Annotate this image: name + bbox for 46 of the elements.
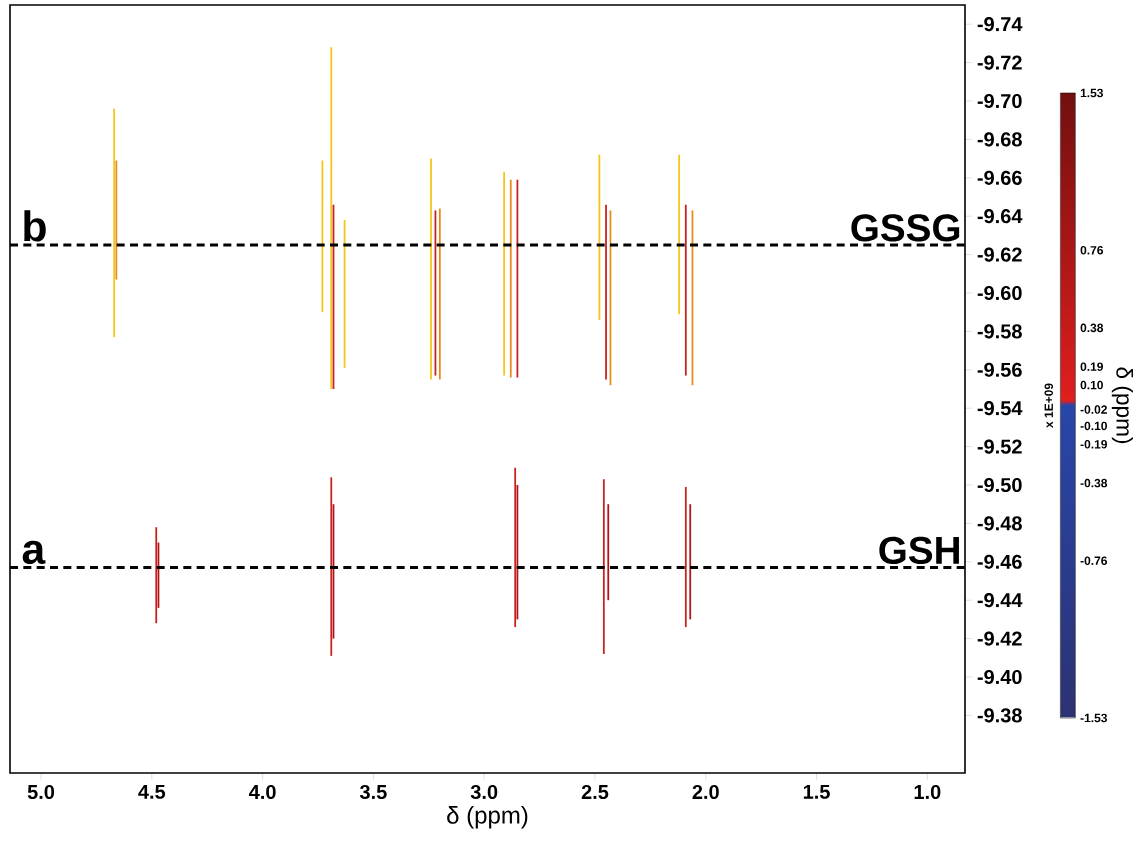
- y-tick-label: -9.48: [977, 516, 1022, 531]
- y-tick-label: -9.58: [977, 324, 1022, 339]
- y-tick-label: -9.40: [977, 669, 1022, 685]
- color-bar-label: 1.53: [1080, 88, 1104, 98]
- x-tick-label: 4.0: [248, 784, 276, 800]
- annotation: a: [22, 540, 46, 565]
- color-bar-title: δ (ppm): [1111, 367, 1133, 444]
- y-tick-label: -9.52: [977, 439, 1022, 454]
- y-tick-label: -9.44: [977, 593, 1023, 608]
- annotation: b: [24, 210, 46, 242]
- y-tick-label: -9.50: [977, 477, 1022, 493]
- ref-line-label: GSH: [879, 536, 959, 565]
- y-tick-label: -9.46: [977, 554, 1022, 569]
- x-tick-label: 2.0: [692, 784, 719, 800]
- color-bar-label: -0.19: [1080, 440, 1107, 449]
- x-tick-label: 1.5: [803, 784, 830, 799]
- ref-line-label: GSSG: [851, 214, 960, 242]
- color-bar-label: -0.02: [1080, 405, 1107, 414]
- x-tick-label: 1.0: [914, 784, 941, 800]
- color-bar-label: 0.19: [1080, 362, 1104, 371]
- y-tick-label: -9.54: [977, 401, 1023, 416]
- y-tick-label: -9.60: [977, 285, 1022, 301]
- text: x 1E+09: [1044, 383, 1054, 428]
- color-bar-label: -0.38: [1080, 478, 1108, 488]
- color-bar-label: 0.10: [1080, 380, 1103, 390]
- color-bar-label: 0.38: [1080, 323, 1104, 333]
- y-tick-label: -9.64: [977, 209, 1023, 224]
- color-bar-label: -1.53: [1080, 713, 1107, 723]
- x-tick-label: 4.5: [138, 784, 166, 799]
- color-bar-label: -0.76: [1080, 556, 1107, 565]
- color-bar-label: 0.76: [1080, 246, 1104, 255]
- x-tick-label: 3.5: [359, 784, 387, 800]
- x-tick-label: 2.5: [581, 784, 609, 800]
- y-tick-label: -9.38: [977, 708, 1022, 723]
- y-tick-label: -9.66: [977, 170, 1022, 185]
- y-tick-label: -9.42: [977, 631, 1022, 646]
- y-tick-label: -9.68: [977, 132, 1022, 147]
- x-tick-label: 5.0: [27, 784, 55, 800]
- x-axis-title: δ (ppm): [447, 806, 528, 829]
- y-tick-label: -9.62: [977, 247, 1022, 262]
- y-tick-label: -9.72: [977, 55, 1022, 70]
- y-tick-label: -9.56: [977, 362, 1022, 377]
- y-tick-label: -9.70: [977, 93, 1022, 109]
- x-tick-label: 3.0: [470, 784, 498, 800]
- y-tick-label: -9.74: [977, 17, 1023, 32]
- color-bar-label: -0.10: [1080, 421, 1107, 431]
